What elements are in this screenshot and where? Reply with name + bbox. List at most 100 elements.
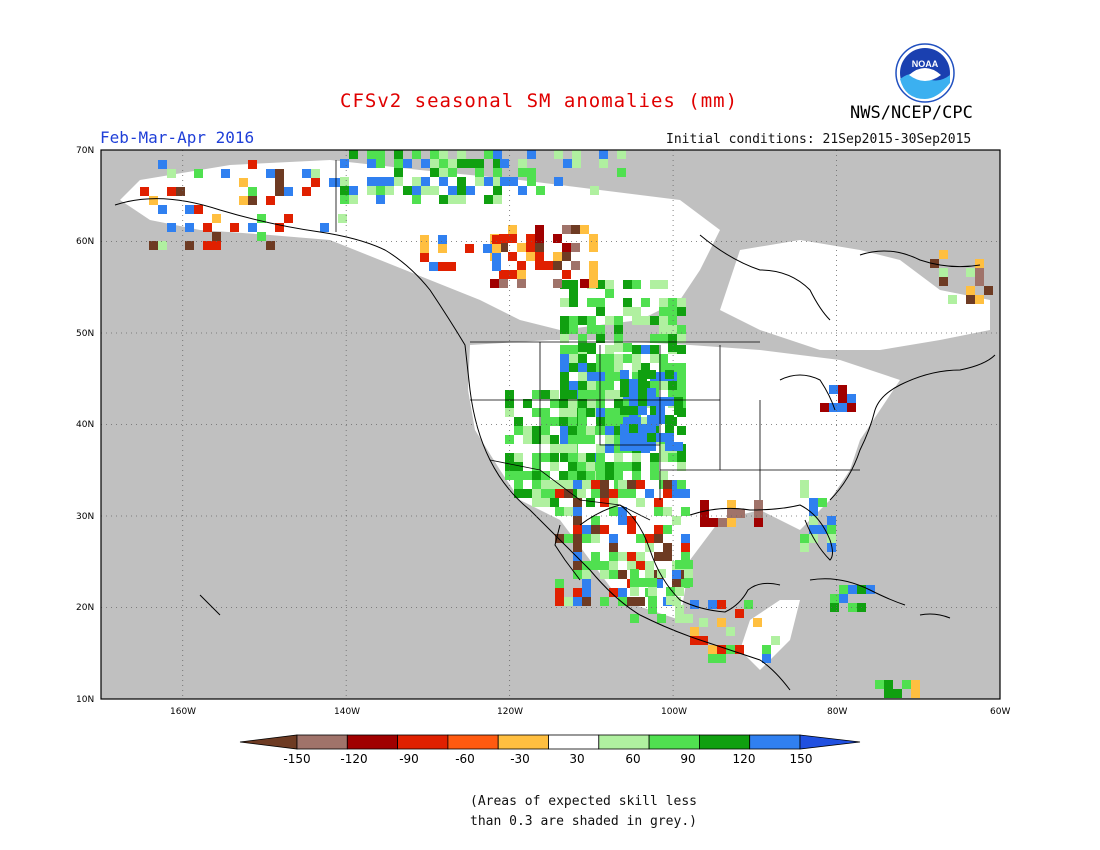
anomaly-cell [532, 462, 541, 471]
anomaly-cell [302, 187, 311, 196]
anomaly-cell [684, 560, 693, 569]
anomaly-cell [623, 354, 632, 363]
anomaly-cell [541, 408, 550, 417]
anomaly-cell [596, 390, 605, 399]
anomaly-cell [448, 159, 457, 168]
anomaly-cell [185, 205, 194, 214]
anomaly-cell [600, 480, 609, 489]
anomaly-cell [580, 279, 589, 288]
anomaly-cell [560, 435, 569, 444]
anomaly-cell [614, 453, 623, 462]
anomaly-cell [620, 442, 629, 451]
anomaly-cell [614, 325, 623, 334]
anomaly-cell [194, 205, 203, 214]
anomaly-cell [623, 280, 632, 289]
season-label: Feb-Mar-Apr 2016 [100, 128, 255, 147]
anomaly-cell [596, 453, 605, 462]
anomaly-cell [560, 325, 569, 334]
anomaly-cell [535, 243, 544, 252]
anomaly-cell [668, 334, 677, 343]
anomaly-cell [329, 178, 338, 187]
anomaly-cell [829, 385, 838, 394]
anomaly-cell [586, 498, 595, 507]
anomaly-cell [647, 442, 656, 451]
anomaly-cell [636, 498, 645, 507]
anomaly-cell [838, 394, 847, 403]
anomaly-cell [544, 261, 553, 270]
anomaly-cell [311, 178, 320, 187]
anomaly-cell [492, 244, 501, 253]
anomaly-cell [623, 462, 632, 471]
anomaly-cell [167, 187, 176, 196]
anomaly-cell [587, 343, 596, 352]
anomaly-cell [645, 534, 654, 543]
anomaly-cell [605, 390, 614, 399]
anomaly-cell [654, 525, 663, 534]
anomaly-cell [562, 225, 571, 234]
anomaly-cell [975, 259, 984, 268]
anomaly-cell [439, 195, 448, 204]
anomaly-cell [385, 177, 394, 186]
anomaly-cell [568, 471, 577, 480]
anomaly-cell [569, 354, 578, 363]
anomaly-cell [674, 442, 683, 451]
anomaly-cell [636, 597, 645, 606]
anomaly-cell [827, 516, 836, 525]
lon-label-140w: 140W [334, 707, 360, 717]
lat-label-20n: 20N [76, 603, 94, 613]
anomaly-cell [475, 168, 484, 177]
anomaly-cell [517, 270, 526, 279]
anomaly-cell [638, 424, 647, 433]
anomaly-cell [526, 234, 535, 243]
anomaly-cell [569, 280, 578, 289]
anomaly-cell [677, 334, 686, 343]
anomaly-cell [429, 262, 438, 271]
anomaly-cell [493, 186, 502, 195]
anomaly-cell [526, 252, 535, 261]
anomaly-cell [675, 587, 684, 596]
anomaly-cell [562, 243, 571, 252]
anomaly-cell [677, 462, 686, 471]
lat-label-40n: 40N [76, 420, 94, 430]
anomaly-cell [609, 489, 618, 498]
anomaly-cell [614, 426, 623, 435]
anomaly-cell [827, 525, 836, 534]
anomaly-cell [514, 489, 523, 498]
anomaly-cell [266, 241, 275, 250]
anomaly-cell [596, 363, 605, 372]
anomaly-cell [617, 168, 626, 177]
anomaly-cell [509, 177, 518, 186]
anomaly-cell [420, 235, 429, 244]
anomaly-cell [430, 186, 439, 195]
anomaly-cell [591, 525, 600, 534]
anomaly-cell [948, 295, 957, 304]
anomaly-cell [966, 286, 975, 295]
anomaly-cell [648, 605, 657, 614]
anomaly-cell [499, 270, 508, 279]
anomaly-cell [532, 435, 541, 444]
anomaly-cell [690, 627, 699, 636]
anomaly-cell [645, 489, 654, 498]
anomaly-cell [553, 261, 562, 270]
anomaly-cell [605, 316, 614, 325]
anomaly-cell [659, 307, 668, 316]
anomaly-cell [596, 462, 605, 471]
anomaly-cell [659, 325, 668, 334]
anomaly-cell [532, 408, 541, 417]
anomaly-cell [569, 325, 578, 334]
anomaly-cell [638, 397, 647, 406]
anomaly-cell [586, 435, 595, 444]
anomaly-cell [586, 471, 595, 480]
anomaly-cell [320, 223, 329, 232]
anomaly-cell [573, 588, 582, 597]
anomaly-cell [650, 316, 659, 325]
anomaly-cell [578, 399, 587, 408]
anomaly-cell [839, 585, 848, 594]
anomaly-cell [630, 569, 639, 578]
anomaly-cell [672, 579, 681, 588]
anomaly-cell [648, 596, 657, 605]
anomaly-cell [966, 268, 975, 277]
anomaly-cell [677, 480, 686, 489]
colorbar-box [598, 734, 650, 750]
anomaly-cell [578, 334, 587, 343]
